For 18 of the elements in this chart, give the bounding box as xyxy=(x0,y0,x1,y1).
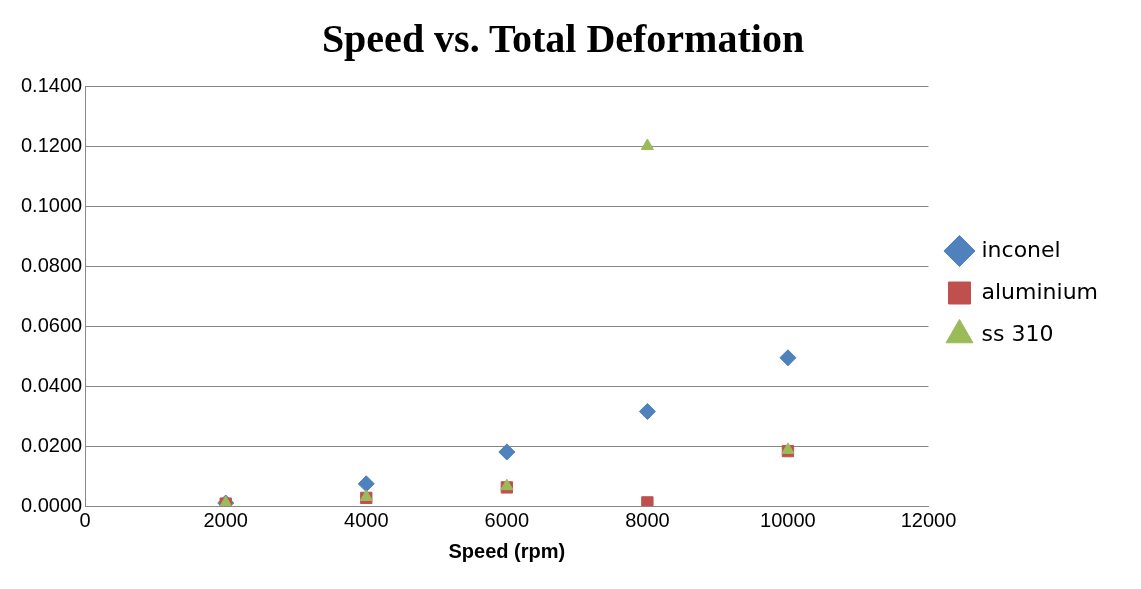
y-tick-label: 0.0600 xyxy=(21,313,83,336)
y-tick-label: 0.1000 xyxy=(21,193,83,216)
x-tick-label: 6000 xyxy=(484,508,530,531)
y-tick-label: 0.0800 xyxy=(21,253,83,276)
y-tick-label: 0.0200 xyxy=(21,433,83,456)
legend-label: ss 310 xyxy=(981,320,1054,346)
legend-label: aluminium xyxy=(981,278,1099,304)
x-tick-label: 10000 xyxy=(760,508,816,531)
x-axis-title: Speed (rpm) xyxy=(448,539,566,562)
x-tick-label: 2000 xyxy=(203,508,248,531)
x-tick-label: 12000 xyxy=(900,508,957,531)
chart-title: Speed vs. Total Deformation xyxy=(321,16,805,62)
legend-label: inconel xyxy=(981,236,1061,262)
y-tick-label: 0.1400 xyxy=(21,73,83,96)
y-tick-label: 0.1200 xyxy=(21,133,83,156)
y-tick-label: 0.0400 xyxy=(21,373,83,396)
x-tick-label: 4000 xyxy=(344,508,389,531)
x-tick-label: 8000 xyxy=(625,508,670,531)
